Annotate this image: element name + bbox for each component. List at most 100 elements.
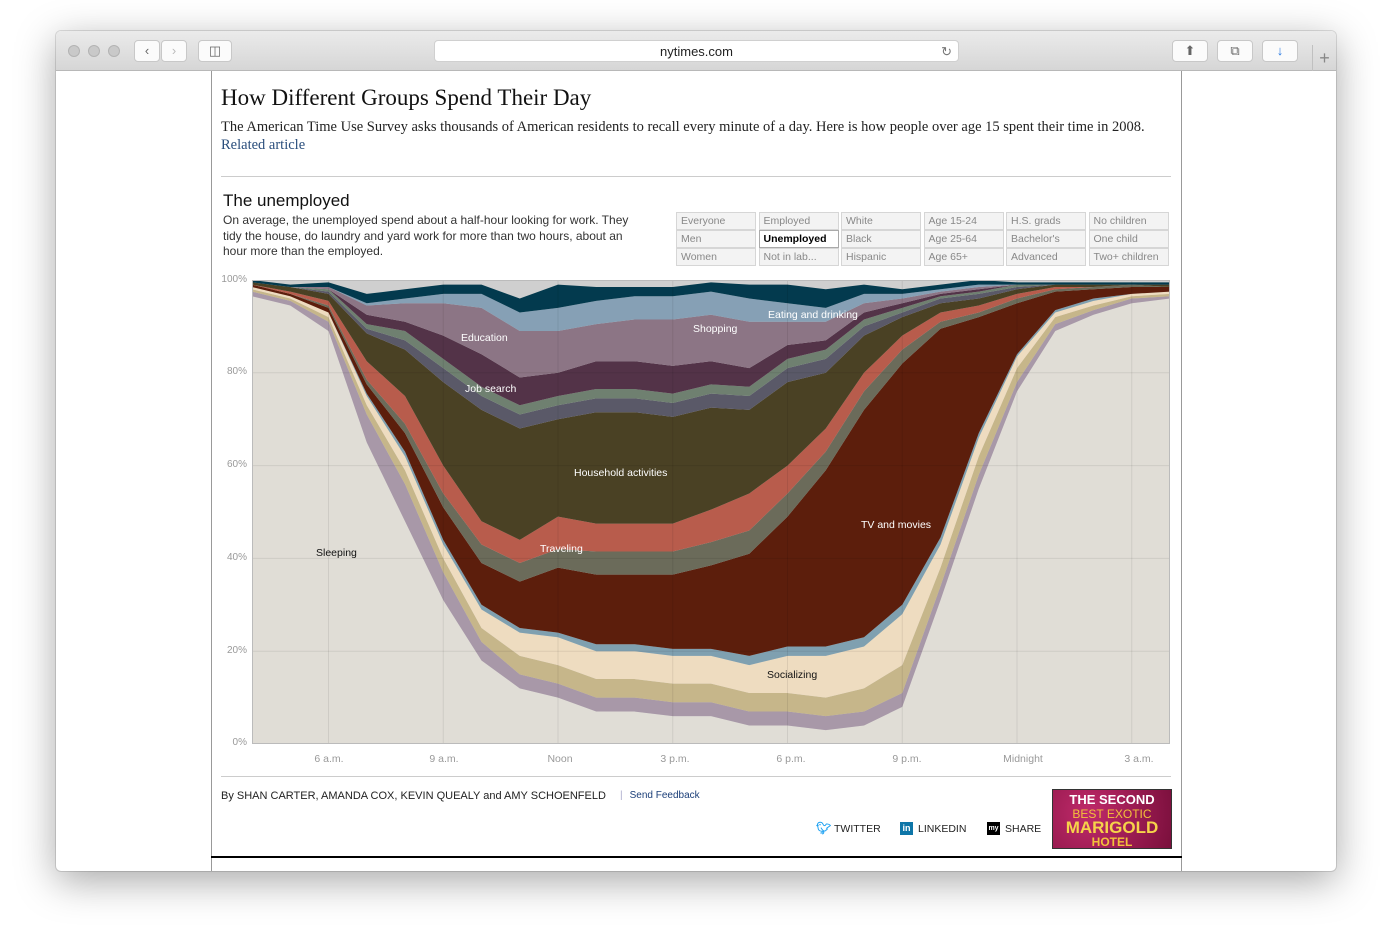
tabs-icon: ⧉ — [1230, 43, 1240, 58]
series-label-socializing: Socializing — [767, 669, 818, 681]
linkedin-icon: in — [900, 822, 913, 835]
twitter-label: TWITTER — [834, 822, 881, 835]
chart-frame — [252, 280, 1170, 744]
x-tick-label: 6 a.m. — [314, 753, 344, 765]
advertisement[interactable]: THE SECOND BEST EXOTIC MARIGOLD HOTEL — [1052, 789, 1172, 849]
share-label: SHARE — [1005, 822, 1042, 835]
filter-tab[interactable]: Everyone — [676, 212, 756, 230]
ad-text: HOTEL — [1091, 835, 1133, 849]
filter-tab[interactable]: Hispanic — [841, 248, 921, 266]
intro-body: The American Time Use Survey asks thousa… — [221, 119, 1145, 135]
filter-tab[interactable]: Two+ children — [1088, 248, 1169, 266]
myspace-share[interactable]: my SHARE — [987, 822, 1041, 835]
sidebar-icon: ◫ — [208, 43, 222, 58]
linkedin-share[interactable]: in LINKEDIN — [900, 822, 966, 835]
feedback-area: | Send Feedback — [620, 790, 700, 801]
filter-tab[interactable]: Black — [841, 230, 921, 248]
x-tick-label: 6 p.m. — [776, 753, 806, 765]
y-tick-label: 40% — [226, 552, 247, 563]
chevron-left-icon: ‹ — [144, 43, 150, 58]
filter-tab[interactable]: H.S. grads — [1006, 212, 1086, 230]
series-label-job-search: Job search — [465, 383, 517, 395]
share-button[interactable]: ⬆ — [1172, 40, 1208, 62]
series-label-eating: Eating and drinking — [768, 309, 858, 321]
area-series-9[interactable] — [252, 282, 1170, 429]
series-label-education: Education — [461, 332, 508, 344]
area-series-10[interactable] — [252, 282, 1170, 415]
twitter-icon: 🐦︎ — [816, 821, 832, 835]
linkedin-label: LINKEDIN — [918, 822, 967, 835]
page-bottom-rule — [211, 856, 1182, 858]
y-tick-label: 80% — [226, 366, 247, 377]
sidebar-button[interactable]: ◫ — [198, 40, 232, 62]
area-job-search[interactable] — [252, 282, 1170, 406]
chevron-right-icon: › — [171, 43, 177, 58]
filter-tab[interactable]: Women — [676, 248, 756, 266]
y-tick-label: 0% — [232, 737, 247, 748]
download-icon: ↓ — [1276, 43, 1284, 58]
area-sleeping[interactable] — [252, 296, 1170, 744]
zoom-window-button[interactable] — [108, 45, 120, 57]
x-tick-label: 3 p.m. — [660, 753, 690, 765]
filter-tab[interactable]: Men — [676, 230, 756, 248]
ad-text: THE SECOND — [1069, 792, 1155, 807]
series-label-traveling: Traveling — [540, 543, 583, 555]
page-left-border — [211, 71, 212, 871]
group-description: On average, the unemployed spend about a… — [223, 213, 629, 258]
area-education[interactable] — [252, 282, 1170, 378]
x-tick-label: 3 a.m. — [1124, 753, 1154, 765]
filter-tab[interactable]: White — [841, 212, 921, 230]
filter-tab[interactable]: Age 65+ — [923, 248, 1004, 266]
related-article-link[interactable]: Related article — [221, 137, 306, 153]
y-tick-label: 60% — [226, 459, 247, 470]
divider — [221, 776, 1171, 777]
filter-tab[interactable]: Age 25-64 — [923, 230, 1004, 248]
byline: By SHAN CARTER, AMANDA COX, KEVIN QUEALY… — [221, 790, 606, 802]
group-filter-grid: Everyone Employed White Age 15-24 H.S. grads… — [676, 212, 1169, 266]
stacked-area-chart[interactable] — [252, 280, 1170, 744]
filter-tab[interactable]: Age 15-24 — [923, 212, 1004, 230]
filter-tab[interactable]: Unemployed — [758, 230, 839, 248]
x-tick-label: Noon — [547, 753, 573, 765]
series-label-tv: TV and movies — [861, 519, 932, 531]
twitter-share[interactable]: 🐦︎ TWITTER — [816, 822, 881, 835]
browser-toolbar: ‹ › ◫ nytimes.com ↻ ⬆ ⧉ ↓ + — [56, 31, 1336, 71]
area-shopping[interactable] — [252, 282, 1170, 332]
divider — [221, 176, 1171, 177]
filter-tab[interactable]: Advanced — [1006, 248, 1086, 266]
filter-tab[interactable]: Employed — [758, 212, 839, 230]
y-tick-label: 100% — [221, 274, 247, 285]
share-icon: ⬆ — [1184, 43, 1196, 58]
close-window-button[interactable] — [68, 45, 80, 57]
area-tv-and-movies[interactable] — [252, 284, 1170, 656]
ad-text: BEST EXOTIC — [1072, 807, 1152, 821]
ad-text: MARIGOLD — [1065, 818, 1159, 837]
send-feedback-link[interactable]: Send Feedback — [629, 790, 700, 801]
y-tick-label: 20% — [226, 645, 247, 656]
x-tick-label: 9 p.m. — [892, 753, 922, 765]
forward-button[interactable]: › — [161, 40, 187, 62]
intro-text: The American Time Use Survey asks thousa… — [221, 118, 1171, 154]
x-tick-label: 9 a.m. — [429, 753, 459, 765]
page-right-border — [1181, 71, 1182, 871]
filter-tab[interactable]: Bachelor's — [1006, 230, 1086, 248]
downloads-button[interactable]: ↓ — [1262, 40, 1298, 62]
page-title: How Different Groups Spend Their Day — [221, 85, 592, 110]
tabs-overview-button[interactable]: ⧉ — [1217, 40, 1253, 62]
area-eating-and-drinking[interactable] — [252, 280, 1170, 313]
series-label-sleeping: Sleeping — [316, 547, 357, 559]
filter-tab[interactable]: Not in lab... — [758, 248, 839, 266]
url-text: nytimes.com — [660, 44, 733, 59]
new-tab-button[interactable]: + — [1312, 45, 1336, 71]
back-button[interactable]: ‹ — [134, 40, 160, 62]
area-household-activities[interactable] — [252, 282, 1170, 540]
address-bar[interactable]: nytimes.com ↻ — [434, 40, 959, 62]
group-title: The unemployed — [223, 191, 350, 210]
filter-tab[interactable]: No children — [1088, 212, 1169, 230]
minimize-window-button[interactable] — [88, 45, 100, 57]
x-tick-label: Midnight — [1003, 753, 1043, 765]
filter-tab[interactable]: One child — [1088, 230, 1169, 248]
series-label-shopping: Shopping — [693, 323, 738, 335]
reload-icon[interactable]: ↻ — [941, 44, 952, 59]
myspace-icon: my — [987, 822, 1000, 835]
